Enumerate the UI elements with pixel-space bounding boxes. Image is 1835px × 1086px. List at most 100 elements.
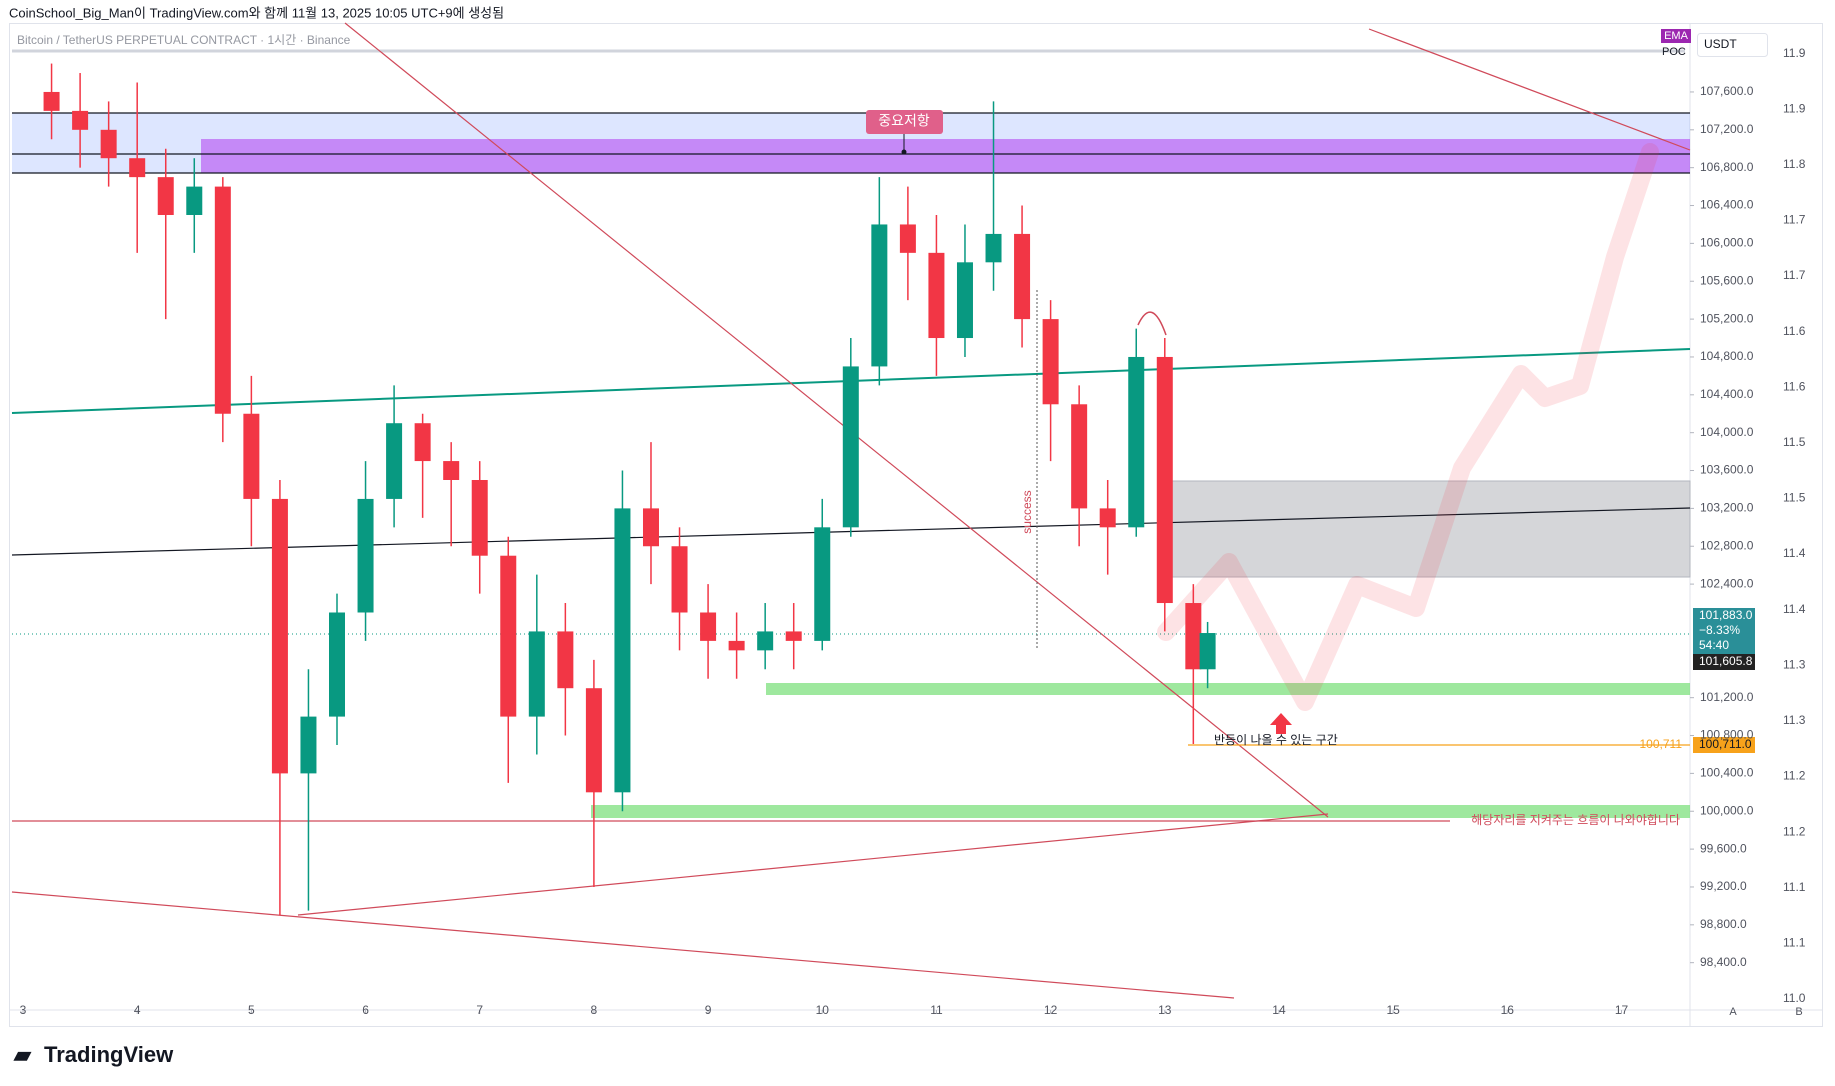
currency-button[interactable]: [1697, 33, 1768, 57]
x-tick-label: 3: [20, 1003, 27, 1017]
candle-body: [1042, 319, 1059, 405]
candle-body: [72, 110, 89, 130]
indicator-tag: EMA: [1664, 30, 1689, 42]
candle-body: [585, 688, 602, 793]
candle-body: [700, 612, 717, 641]
y-tick-label: 105,200.0: [1700, 311, 1754, 325]
y2-tick-label: 11.7: [1783, 268, 1806, 282]
x-tick-label: 9: [705, 1003, 712, 1017]
candle-body: [614, 508, 631, 793]
price-badge: [1693, 654, 1755, 670]
candle-body: [1156, 356, 1173, 604]
y2-tick-label: 11.2: [1783, 769, 1806, 783]
candle-body: [157, 177, 174, 215]
x-tick-label: 7: [476, 1003, 483, 1017]
x-tick-label: 12: [1044, 1003, 1058, 1017]
candle-body: [814, 527, 831, 641]
y-tick-label: 102,400.0: [1700, 576, 1754, 590]
candle-body: [329, 612, 346, 717]
candle-body: [956, 262, 973, 339]
x-tick-label: 11: [930, 1003, 943, 1017]
trend-line: [1368, 28, 1691, 151]
x-tick-label: 4: [134, 1003, 141, 1017]
y-tick-label: 99,200.0: [1700, 879, 1747, 893]
y2-tick-label: 11.6: [1783, 324, 1806, 338]
y2-tick-label: 11.9: [1783, 101, 1806, 115]
y2-tick-label: 11.3: [1783, 713, 1806, 727]
y-tick-label: 100,000.0: [1700, 803, 1754, 817]
candle-body: [899, 224, 916, 253]
brand: TradingView: [44, 1042, 174, 1067]
label-box: [866, 110, 943, 134]
candle-body: [642, 508, 659, 547]
y2-tick-label: 11.0: [1783, 991, 1806, 1005]
annotation: success: [1020, 490, 1034, 533]
candle-body: [129, 158, 146, 178]
y-tick-label: 103,200.0: [1700, 501, 1754, 515]
logo-mark: ▰: [13, 1042, 32, 1067]
candle-body: [214, 186, 231, 414]
candle-body: [728, 640, 745, 651]
indicator-tag: POC: [1662, 46, 1686, 58]
x-tick-label: 16: [1501, 1003, 1515, 1017]
y2-tick-label: 11.9: [1783, 46, 1806, 60]
x-tick-label: 10: [816, 1003, 830, 1017]
candle-body: [842, 366, 859, 528]
scale-button[interactable]: A: [1729, 1006, 1737, 1018]
y-tick-label: 106,000.0: [1700, 236, 1754, 250]
candle-body: [928, 252, 945, 339]
header: CoinSchool_Big_Man이 TradingView.com와 함께 …: [9, 5, 504, 20]
y-tick-label: 105,600.0: [1700, 273, 1754, 287]
y-tick-label: 98,800.0: [1700, 917, 1747, 931]
annotation: 반등이 나올 수 있는 구간: [1214, 733, 1338, 747]
candle-body: [1128, 356, 1145, 528]
y2-tick-label: 11.3: [1783, 657, 1806, 671]
candle-body: [300, 716, 317, 774]
indicator-tag: [1661, 29, 1691, 43]
candle-body: [671, 546, 688, 613]
x-tick-label: 17: [1615, 1003, 1629, 1017]
candle-body: [386, 423, 403, 499]
x-tick-label: 13: [1158, 1003, 1172, 1017]
price-badge: 54:40: [1699, 638, 1729, 652]
plot: [43, 63, 1216, 916]
scale-button[interactable]: B: [1795, 1006, 1802, 1018]
x-tick-label: 15: [1386, 1003, 1400, 1017]
y-tick-label: 98,400.0: [1700, 955, 1747, 969]
y-tick-label: 104,800.0: [1700, 349, 1754, 363]
candle-body: [1071, 404, 1088, 509]
trend-line: [11, 891, 1235, 999]
low-label: 100,711: [1640, 737, 1683, 751]
label-pointer: [901, 149, 907, 155]
y-tick-label: 107,200.0: [1700, 122, 1754, 136]
y2-tick-label: 11.5: [1783, 491, 1806, 505]
y-tick-label: 102,800.0: [1700, 538, 1754, 552]
candle-body: [186, 186, 203, 215]
candle-body: [871, 224, 888, 367]
candle-body: [357, 498, 374, 613]
candle-body: [528, 631, 545, 717]
y-tick-label: 101,200.0: [1700, 690, 1754, 704]
trend-line: [297, 813, 1329, 916]
subtitle: Bitcoin / TetherUS PERPETUAL CONTRACT · …: [17, 33, 351, 47]
y-tick-label: 99,600.0: [1700, 841, 1747, 855]
currency-button[interactable]: USDT: [1704, 37, 1737, 51]
candle-body: [1185, 603, 1202, 670]
candle-body: [43, 91, 60, 111]
candle-body: [443, 461, 460, 480]
candle-body: [1099, 508, 1116, 528]
y2-tick-label: 11.6: [1783, 379, 1806, 393]
support-zone: [766, 683, 1690, 695]
annotation: 해당자리를 지켜주는 흐름이 나와야합니다: [1471, 813, 1680, 827]
y2-tick-label: 11.4: [1783, 602, 1806, 616]
price-badge: [1693, 608, 1755, 654]
candle-body: [985, 233, 1002, 263]
trend-line: [344, 22, 1329, 818]
y2-tick-label: 11.1: [1783, 935, 1806, 949]
y-tick-label: 100,400.0: [1700, 766, 1754, 780]
x-tick-label: 5: [248, 1003, 255, 1017]
y2-tick-label: 11.5: [1783, 435, 1806, 449]
price-badge: 101,605.8: [1699, 654, 1753, 668]
candle-body: [1199, 633, 1216, 670]
price-badge: −8.33%: [1699, 623, 1740, 637]
